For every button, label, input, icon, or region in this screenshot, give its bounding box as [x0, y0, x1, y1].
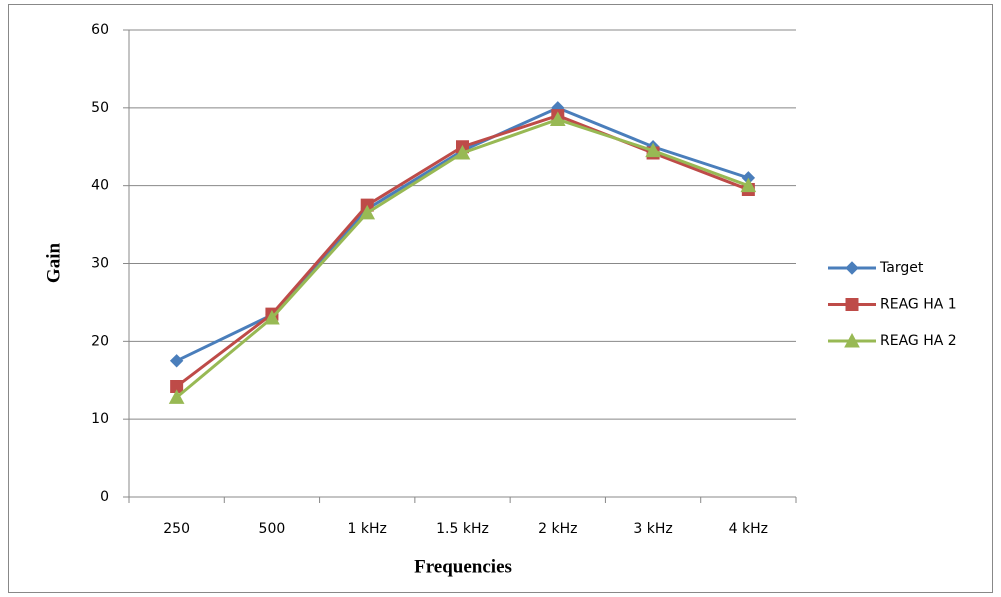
point: [264, 309, 280, 325]
x-tick-label: 4 kHz: [729, 521, 768, 537]
x-tick-label: 2 kHz: [538, 521, 577, 537]
x-tick-label: 1.5 kHz: [436, 521, 489, 537]
legend-marker: [845, 298, 859, 311]
point: [359, 204, 376, 220]
point: [549, 111, 566, 127]
point: [168, 389, 185, 404]
legend-marker: [845, 261, 859, 275]
y-tick-label: 40: [91, 178, 109, 194]
y-tick-label: 60: [91, 22, 109, 38]
x-tick-label: 1 kHz: [348, 521, 387, 537]
point: [740, 177, 757, 193]
x-tick-label: 250: [163, 521, 190, 537]
y-tick-label: 50: [91, 100, 109, 116]
point: [645, 142, 661, 158]
x-tick-label: 500: [259, 521, 286, 537]
chart-border: [8, 4, 993, 593]
y-tick-label: 20: [91, 333, 109, 349]
x-tick-label: 3 kHz: [633, 521, 672, 537]
legend-marker: [844, 332, 860, 348]
y-axis-label: Gain: [43, 243, 64, 284]
y-tick-label: 30: [91, 256, 109, 272]
point: [169, 354, 184, 368]
point: [454, 144, 471, 160]
y-tick-label: 0: [100, 489, 109, 505]
y-tick-label: 10: [91, 411, 109, 427]
legend-label: Target: [879, 260, 924, 276]
legend-label: REAG HA 2: [880, 333, 957, 349]
legend-label: REAG HA 1: [880, 297, 957, 313]
x-axis-label: Frequencies: [414, 556, 512, 577]
